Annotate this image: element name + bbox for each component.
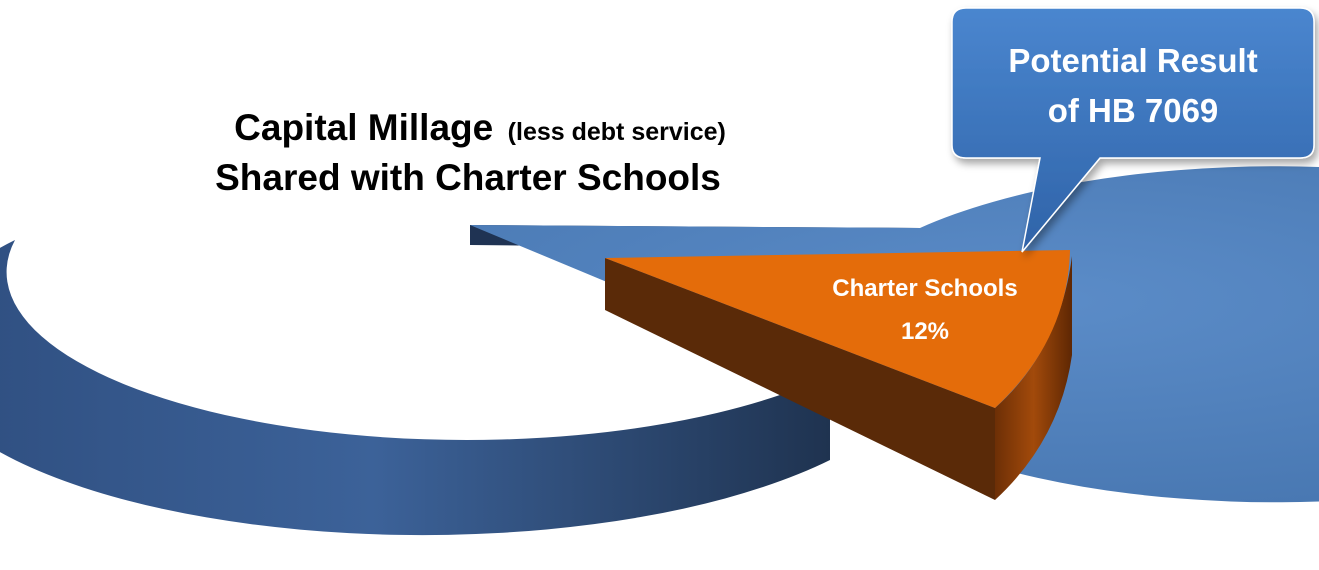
callout-line-1: Potential Result bbox=[1008, 42, 1257, 79]
slice-traditional-side bbox=[0, 240, 830, 536]
slice-charter-side-outer bbox=[995, 256, 1072, 500]
slice-label-traditional-value: 88% bbox=[251, 319, 299, 346]
callout-bubble bbox=[951, 7, 1315, 253]
slice-label-traditional-1: Traditional bbox=[214, 232, 335, 259]
slice-label-charter-1: Charter Schools bbox=[832, 275, 1017, 302]
slice-charter-side bbox=[605, 258, 995, 500]
chart-title-note: (less debt service) bbox=[508, 118, 726, 146]
callout-line-2: of HB 7069 bbox=[1048, 92, 1219, 129]
chart-title-main: Capital Millage bbox=[234, 107, 493, 148]
chart-title-line-2: Shared with Charter Schools bbox=[215, 157, 721, 198]
slice-charter-top bbox=[605, 250, 1070, 408]
slice-label-traditional-2: Public Schools bbox=[189, 275, 361, 302]
slice-label-charter-value: 12% bbox=[901, 318, 949, 345]
chart-title-line-1: Capital Millage (less debt service) bbox=[234, 107, 726, 148]
